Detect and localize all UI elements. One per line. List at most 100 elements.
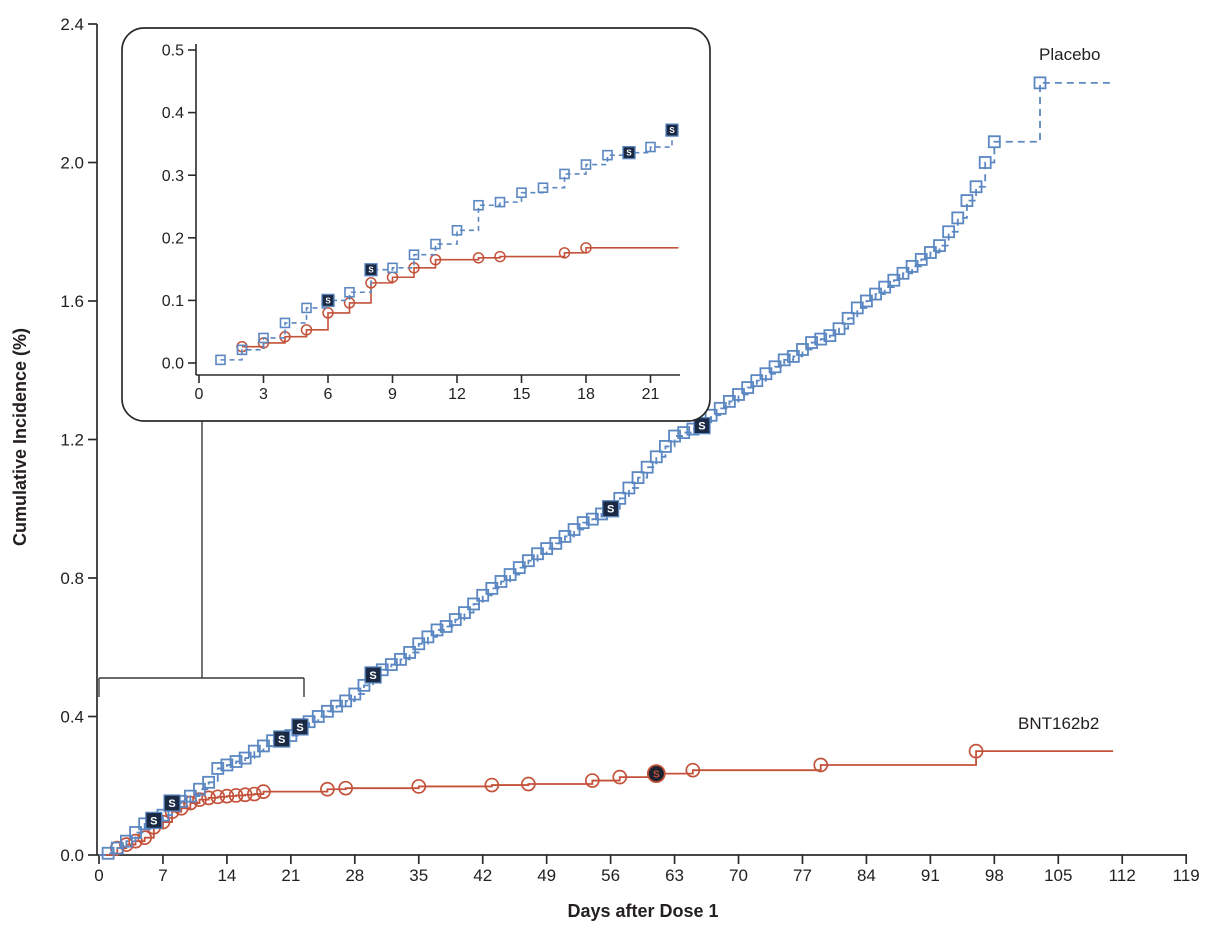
severe-case-marker-placebo bbox=[665, 123, 679, 137]
svg-text:15: 15 bbox=[513, 386, 531, 403]
svg-text:6: 6 bbox=[324, 386, 333, 403]
placebo-event-marker bbox=[458, 606, 471, 620]
svg-text:S: S bbox=[653, 770, 660, 781]
x-axis-title: Days after Dose 1 bbox=[567, 901, 719, 921]
svg-text:S: S bbox=[278, 734, 285, 746]
placebo-event-marker bbox=[394, 652, 407, 666]
placebo-event-marker bbox=[786, 349, 800, 363]
placebo-event-marker bbox=[494, 196, 506, 208]
placebo-event-marker bbox=[878, 280, 892, 294]
placebo-event-marker bbox=[183, 789, 197, 803]
placebo-event-marker bbox=[421, 630, 435, 644]
svg-text:77: 77 bbox=[793, 866, 812, 885]
severe-case-marker-placebo bbox=[145, 811, 163, 830]
placebo-event-marker bbox=[439, 620, 453, 633]
bnt162b2-event-marker bbox=[558, 247, 571, 259]
placebo-event-marker bbox=[622, 481, 636, 495]
svg-text:0: 0 bbox=[94, 866, 103, 885]
placebo-series-label: Placebo bbox=[1039, 45, 1101, 64]
svg-text:84: 84 bbox=[857, 866, 876, 885]
placebo-event-marker bbox=[659, 440, 672, 453]
svg-text:0.4: 0.4 bbox=[162, 105, 184, 122]
placebo-event-marker bbox=[987, 135, 1001, 149]
placebo-event-marker bbox=[805, 336, 819, 349]
placebo-event-marker bbox=[668, 429, 681, 443]
bnt162b2-event-marker bbox=[365, 277, 377, 289]
inset-chart: 0.0 0.1 0.2 0.3 0.4 0.5 0 3 6 9 12 15 18 21 S S S S bbox=[121, 27, 711, 422]
svg-text:119: 119 bbox=[1173, 866, 1200, 885]
placebo-event-marker bbox=[923, 246, 937, 259]
bnt162b2-event-marker bbox=[201, 790, 216, 806]
bnt162b2-event-marker bbox=[813, 757, 829, 773]
placebo-event-marker bbox=[841, 311, 855, 325]
placebo-event-marker bbox=[110, 841, 124, 855]
severe-case-marker-placebo bbox=[321, 293, 335, 308]
placebo-event-marker bbox=[978, 156, 992, 169]
svg-text:1.6: 1.6 bbox=[60, 292, 84, 311]
svg-text:0.0: 0.0 bbox=[60, 846, 84, 865]
svg-text:0.2: 0.2 bbox=[162, 230, 184, 247]
severe-case-marker-bnt162b2 bbox=[646, 764, 666, 784]
placebo-event-marker bbox=[120, 834, 133, 848]
svg-text:21: 21 bbox=[281, 866, 300, 885]
bnt162b2-event-marker bbox=[472, 252, 485, 264]
placebo-event-marker bbox=[580, 159, 592, 170]
bnt162b2-event-marker bbox=[210, 789, 226, 805]
svg-text:S: S bbox=[325, 296, 331, 305]
placebo-event-marker bbox=[451, 224, 463, 236]
bnt162b2-event-marker bbox=[685, 762, 701, 778]
y-axis-title: Cumulative Incidence (%) bbox=[10, 327, 30, 547]
placebo-event-marker bbox=[412, 637, 426, 651]
placebo-event-marker bbox=[220, 758, 234, 772]
placebo-event-marker bbox=[193, 782, 206, 796]
svg-text:0.5: 0.5 bbox=[162, 43, 184, 60]
placebo-event-marker bbox=[516, 187, 527, 199]
svg-text:91: 91 bbox=[921, 866, 940, 885]
placebo-event-marker bbox=[476, 588, 490, 602]
severe-case-marker-placebo bbox=[601, 500, 620, 518]
placebo-event-marker bbox=[640, 460, 654, 474]
placebo-event-marker bbox=[768, 360, 782, 374]
placebo-event-marker bbox=[537, 182, 549, 194]
severe-case-marker-placebo bbox=[364, 263, 378, 277]
bnt162b2-event-marker bbox=[429, 253, 442, 266]
bnt162b2-event-marker bbox=[228, 788, 244, 803]
placebo-event-marker bbox=[387, 262, 398, 274]
placebo-event-marker bbox=[559, 168, 570, 180]
bnt162b2-series-label: BNT162b2 bbox=[1018, 714, 1100, 733]
svg-text:S: S bbox=[168, 798, 175, 810]
placebo-event-marker bbox=[494, 575, 508, 588]
bnt162b2-event-marker bbox=[237, 787, 253, 803]
placebo-event-marker bbox=[485, 581, 499, 595]
placebo-event-marker bbox=[649, 450, 663, 464]
svg-text:42: 42 bbox=[473, 866, 492, 885]
placebo-event-marker bbox=[951, 211, 965, 225]
severe-case-marker-placebo bbox=[273, 730, 291, 748]
bnt162b2-event-marker bbox=[246, 786, 262, 802]
svg-text:18: 18 bbox=[577, 386, 595, 403]
placebo-event-marker bbox=[613, 491, 627, 505]
svg-text:12: 12 bbox=[448, 386, 466, 403]
bnt162b2-curve-line bbox=[99, 750, 1114, 856]
placebo-event-marker bbox=[467, 597, 480, 611]
severe-case-marker-placebo bbox=[622, 146, 636, 160]
svg-text:0.8: 0.8 bbox=[60, 569, 84, 588]
placebo-event-marker bbox=[558, 530, 572, 543]
placebo-event-marker bbox=[823, 329, 837, 343]
placebo-event-marker bbox=[408, 249, 420, 261]
svg-text:S: S bbox=[369, 670, 376, 682]
bnt162b2-curve-line bbox=[242, 247, 679, 348]
placebo-event-marker bbox=[602, 149, 613, 161]
placebo-event-marker bbox=[777, 353, 791, 367]
severe-case-marker-placebo bbox=[693, 416, 711, 435]
placebo-event-marker bbox=[215, 354, 226, 366]
placebo-event-marker bbox=[914, 253, 928, 266]
svg-text:0.1: 0.1 bbox=[162, 293, 184, 310]
svg-text:S: S bbox=[607, 504, 614, 516]
placebo-event-marker bbox=[521, 554, 535, 568]
placebo-event-marker bbox=[129, 826, 142, 839]
bnt162b2-event-marker bbox=[484, 777, 500, 793]
placebo-event-marker bbox=[202, 775, 216, 789]
placebo-event-marker bbox=[759, 367, 773, 381]
placebo-event-marker bbox=[704, 408, 718, 422]
